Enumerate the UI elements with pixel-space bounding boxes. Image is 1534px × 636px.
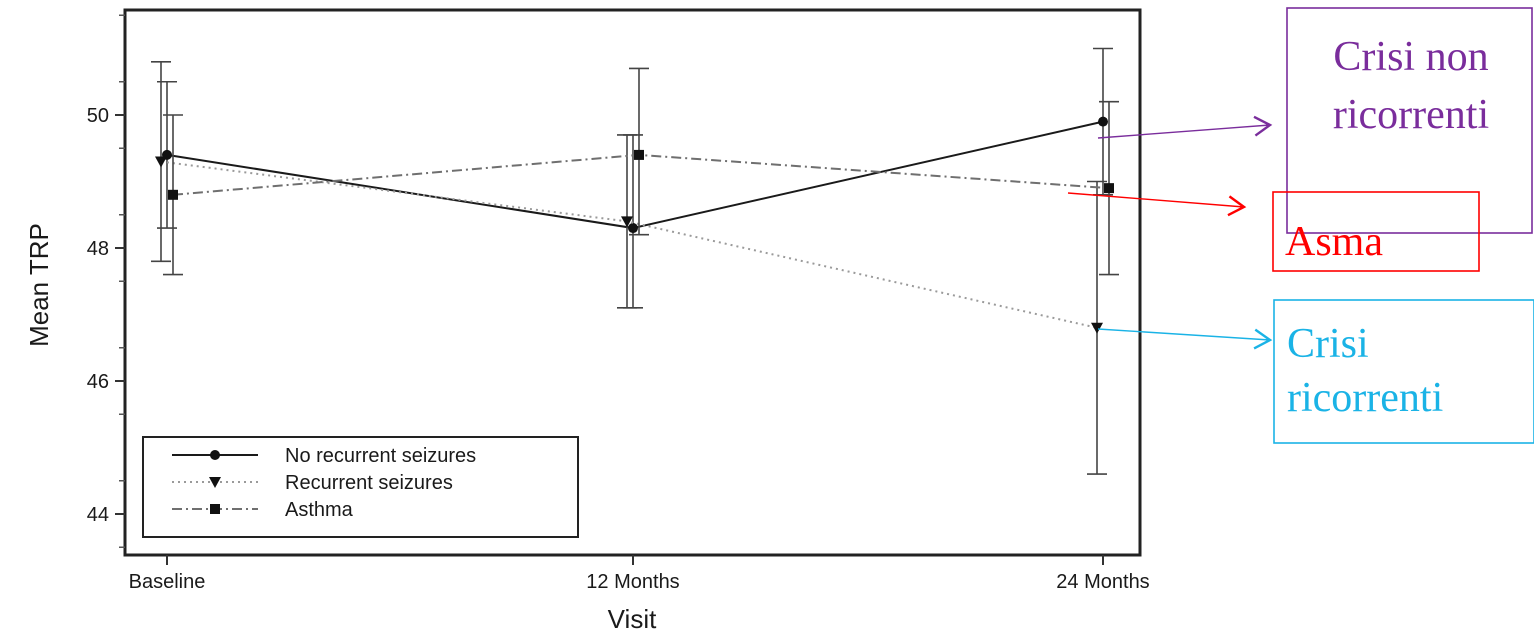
series-line — [160, 160, 1098, 329]
legend-label: No recurrent seizures — [285, 445, 476, 467]
annotation-text: ricorrenti — [1287, 375, 1443, 421]
data-point — [621, 216, 633, 228]
annotation-arrow — [1097, 124, 1271, 139]
data-point — [1091, 322, 1103, 334]
annotation-text: ricorrenti — [1333, 92, 1489, 138]
x-tick-label: 12 Months — [586, 571, 679, 593]
x-axis: Baseline 12 Months 24 Months — [129, 555, 1150, 593]
data-point — [209, 477, 221, 488]
arrow-head — [1253, 328, 1273, 350]
y-axis: 44 46 48 50 — [87, 14, 125, 548]
y-tick-label: 46 — [87, 371, 109, 393]
y-tick-label: 44 — [87, 504, 109, 526]
data-point — [168, 189, 178, 200]
data-point — [1104, 183, 1114, 194]
data-point — [634, 149, 644, 160]
series-asthma — [163, 67, 1119, 276]
annotation-text: Crisi non — [1333, 34, 1488, 80]
data-point — [155, 156, 167, 168]
annotation-arrow — [1067, 192, 1245, 208]
data-point — [210, 504, 220, 514]
legend-label: Asthma — [285, 499, 354, 521]
annotation-crisi-non: Crisi non ricorrenti — [1097, 7, 1533, 234]
series-layer — [151, 47, 1119, 475]
data-point — [210, 450, 220, 460]
x-tick-label: 24 Months — [1056, 571, 1149, 593]
data-point — [1098, 116, 1108, 127]
y-axis-title: Mean TRP — [24, 223, 54, 347]
annotation-box — [1273, 299, 1534, 444]
series-no-recurrent-seizures — [157, 47, 1113, 309]
y-tick-label: 48 — [87, 238, 109, 260]
series-line — [166, 120, 1104, 230]
annotation-text: Crisi — [1287, 321, 1369, 367]
legend: No recurrent seizures Recurrent seizures A… — [142, 436, 579, 538]
y-tick-label: 50 — [87, 105, 109, 127]
arrow-head — [1253, 115, 1273, 137]
x-axis-title: Visit — [608, 604, 657, 634]
arrow-head — [1227, 195, 1247, 217]
annotation-arrow — [1097, 328, 1271, 341]
legend-label: Recurrent seizures — [285, 472, 453, 494]
annotation-box — [1272, 191, 1480, 272]
annotations: Crisi non ricorrenti Asma Crisi ricorrenti — [1067, 7, 1534, 444]
annotation-text: Asma — [1285, 219, 1383, 265]
data-point — [628, 223, 638, 234]
annotation-box — [1286, 7, 1533, 234]
series-line — [172, 153, 1110, 196]
series-recurrent-seizures — [151, 60, 1107, 475]
annotation-asma: Asma — [1067, 191, 1480, 272]
annotation-crisi: Crisi ricorrenti — [1097, 299, 1534, 444]
x-tick-label: Baseline — [129, 571, 206, 593]
